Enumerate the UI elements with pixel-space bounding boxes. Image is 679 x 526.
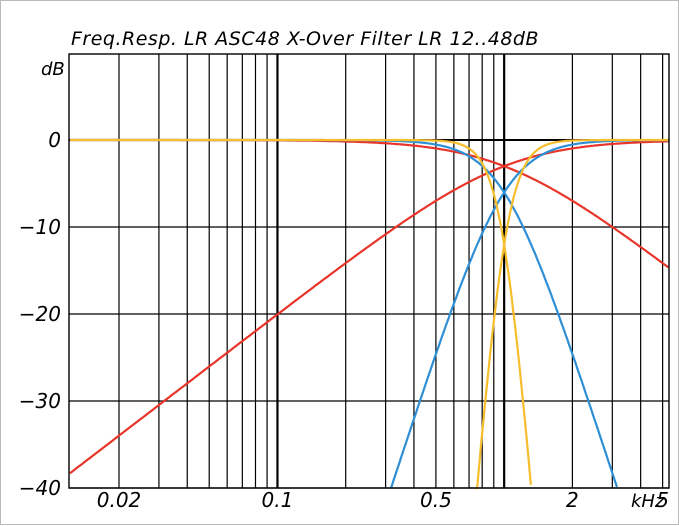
x-axis-label: kHz [631,491,665,512]
x-tick-label: 2 [566,488,579,512]
vertical-grid [118,54,664,488]
x-tick-label: 5 [656,488,669,512]
x-tick-label: 0.5 [420,488,452,512]
response-curves [69,138,669,490]
y-tick-label: −20 [19,302,61,326]
series-line-highpass-12 [69,140,669,475]
plot-area-border [68,53,670,489]
series-line-lowpass-12 [70,138,669,269]
series-line-highpass-48 [475,138,669,490]
chart-title: Freq.Resp. LR ASC48 X-Over Filter LR 12.… [71,28,539,50]
x-tick-labels: 0.020.10.52510 [97,488,669,512]
x-tick-label: 0.1 [262,488,294,512]
y-tick-label: −10 [19,215,61,239]
y-tick-labels: 0 −10 −20 −30 −40 [19,128,61,500]
y-tick-label: −30 [19,389,61,413]
y-axis-label: dB [41,59,65,80]
y-tick-label: 0 [48,128,61,152]
series-line-lowpass-48 [70,138,532,486]
y-tick-label: −40 [19,476,61,500]
x-tick-label: 0.02 [97,488,142,512]
